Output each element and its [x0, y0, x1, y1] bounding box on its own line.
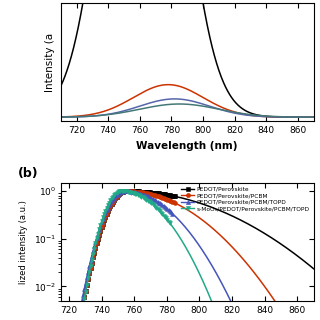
Y-axis label: lized intensity (a.u.): lized intensity (a.u.) — [19, 200, 28, 284]
Legend: PEDOT/Perovskite, PEDOT/Perovskite/PCBM, PEDOT/Perovskite/PCBM/TOPD, s-MoOₓ/PEDO: PEDOT/Perovskite, PEDOT/Perovskite/PCBM,… — [180, 186, 311, 213]
Text: (a: (a — [18, 0, 32, 1]
X-axis label: Wavelength (nm): Wavelength (nm) — [136, 141, 238, 151]
Text: (b): (b) — [18, 167, 38, 180]
Y-axis label: Intensity (a: Intensity (a — [45, 33, 55, 92]
